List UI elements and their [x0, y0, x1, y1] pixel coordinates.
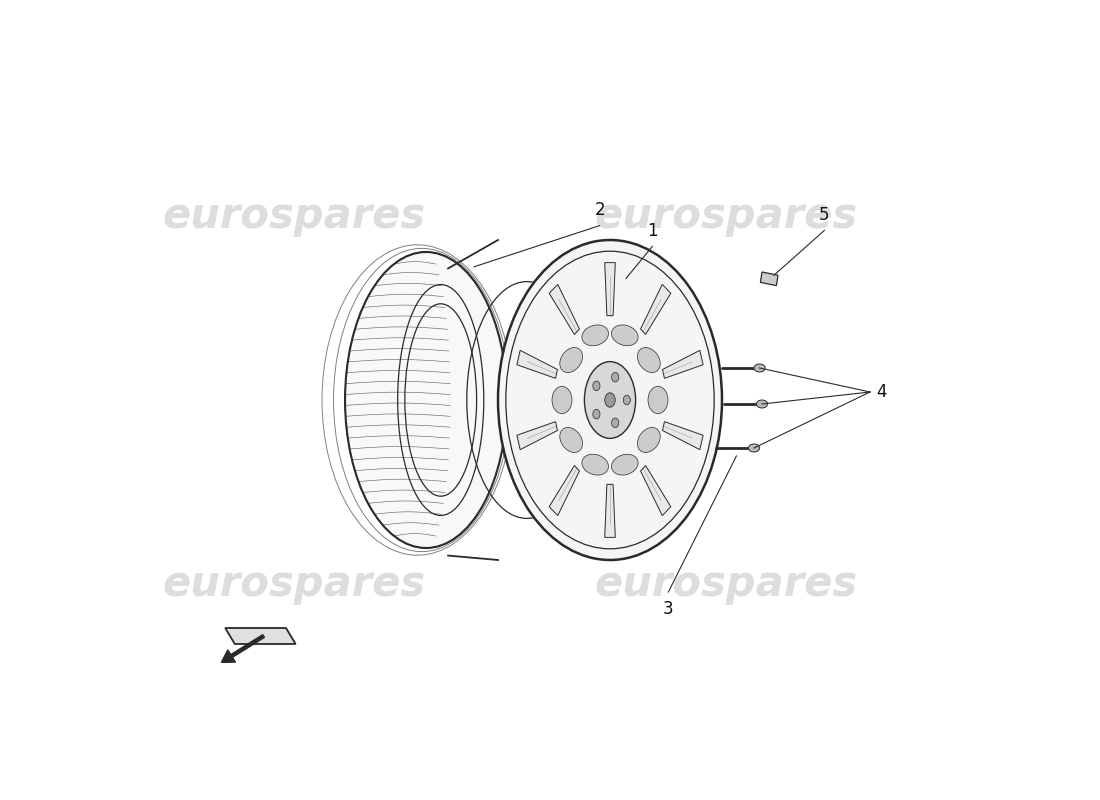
Polygon shape	[549, 466, 580, 515]
Ellipse shape	[638, 347, 660, 373]
Ellipse shape	[582, 325, 608, 346]
Text: eurospares: eurospares	[163, 195, 426, 237]
Ellipse shape	[582, 454, 608, 475]
Polygon shape	[605, 484, 615, 538]
Ellipse shape	[593, 410, 600, 419]
Polygon shape	[640, 466, 671, 515]
Text: eurospares: eurospares	[594, 195, 858, 237]
Ellipse shape	[748, 444, 760, 452]
Ellipse shape	[612, 372, 619, 382]
Polygon shape	[662, 350, 703, 378]
Ellipse shape	[560, 427, 583, 453]
Text: eurospares: eurospares	[163, 563, 426, 605]
Ellipse shape	[624, 395, 630, 405]
Ellipse shape	[552, 386, 572, 414]
Ellipse shape	[612, 454, 638, 475]
Ellipse shape	[757, 400, 768, 408]
Polygon shape	[760, 272, 778, 286]
Text: 5: 5	[820, 206, 829, 224]
Text: eurospares: eurospares	[594, 563, 858, 605]
Ellipse shape	[638, 427, 660, 453]
Text: 2: 2	[594, 202, 605, 219]
FancyArrow shape	[221, 634, 264, 662]
Ellipse shape	[612, 418, 619, 428]
Polygon shape	[517, 422, 558, 450]
Polygon shape	[549, 285, 580, 334]
Ellipse shape	[648, 386, 668, 414]
Text: 4: 4	[877, 383, 887, 401]
Ellipse shape	[584, 362, 636, 438]
Ellipse shape	[498, 240, 722, 560]
Text: 1: 1	[647, 222, 658, 240]
Polygon shape	[226, 628, 296, 644]
Ellipse shape	[345, 252, 507, 548]
Polygon shape	[605, 262, 615, 316]
Polygon shape	[640, 285, 671, 334]
Ellipse shape	[605, 393, 615, 407]
Text: 3: 3	[663, 600, 673, 618]
Polygon shape	[662, 422, 703, 450]
Ellipse shape	[754, 364, 766, 372]
Ellipse shape	[593, 381, 600, 390]
Ellipse shape	[560, 347, 583, 373]
Ellipse shape	[612, 325, 638, 346]
Polygon shape	[517, 350, 558, 378]
